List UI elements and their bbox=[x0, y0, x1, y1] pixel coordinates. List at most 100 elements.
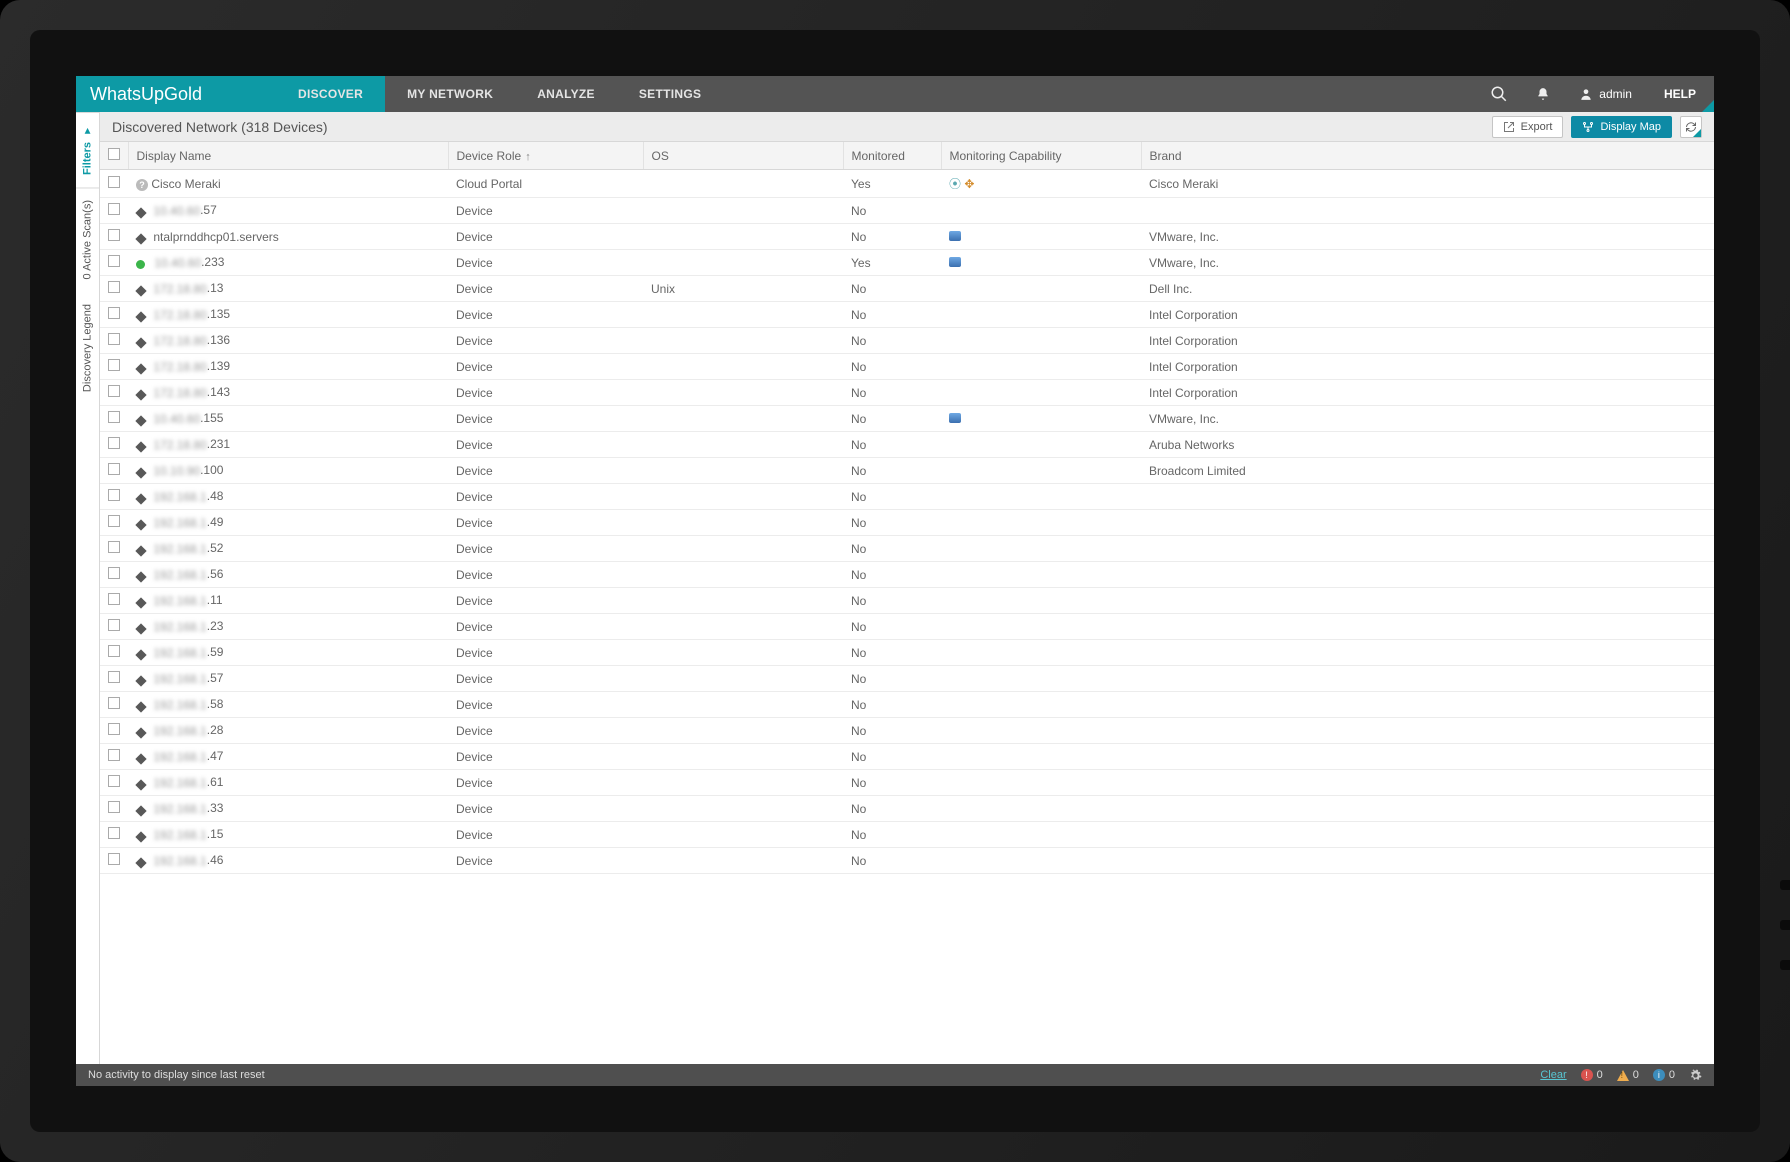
cell-checkbox[interactable] bbox=[100, 406, 128, 432]
col-checkbox[interactable] bbox=[100, 142, 128, 170]
settings-gear-icon[interactable] bbox=[1689, 1069, 1702, 1082]
row-checkbox[interactable] bbox=[108, 671, 120, 683]
display-map-button[interactable]: Display Map bbox=[1571, 116, 1672, 138]
table-row[interactable]: 172.18.80.135DeviceNoIntel Corporation bbox=[100, 302, 1714, 328]
table-row[interactable]: 192.168.1.56DeviceNo bbox=[100, 562, 1714, 588]
search-icon[interactable] bbox=[1477, 76, 1521, 112]
cell-checkbox[interactable] bbox=[100, 770, 128, 796]
help-menu[interactable]: HELP bbox=[1646, 76, 1714, 112]
cell-checkbox[interactable] bbox=[100, 640, 128, 666]
row-checkbox[interactable] bbox=[108, 827, 120, 839]
col-capability[interactable]: Monitoring Capability bbox=[941, 142, 1141, 170]
table-row[interactable]: 192.168.1.15DeviceNo bbox=[100, 822, 1714, 848]
status-errors[interactable]: ! 0 bbox=[1581, 1069, 1603, 1081]
row-checkbox[interactable] bbox=[108, 801, 120, 813]
table-row[interactable]: 172.18.80.143DeviceNoIntel Corporation bbox=[100, 380, 1714, 406]
table-row[interactable]: 192.168.1.57DeviceNo bbox=[100, 666, 1714, 692]
cell-checkbox[interactable] bbox=[100, 666, 128, 692]
table-row[interactable]: 192.168.1.49DeviceNo bbox=[100, 510, 1714, 536]
row-checkbox[interactable] bbox=[108, 775, 120, 787]
table-row[interactable]: 10.10.90.100DeviceNoBroadcom Limited bbox=[100, 458, 1714, 484]
rail-filters[interactable]: Filters ▼ bbox=[76, 112, 99, 187]
cell-checkbox[interactable] bbox=[100, 328, 128, 354]
nav-analyze[interactable]: ANALYZE bbox=[515, 76, 617, 112]
row-checkbox[interactable] bbox=[108, 749, 120, 761]
cell-checkbox[interactable] bbox=[100, 380, 128, 406]
cell-checkbox[interactable] bbox=[100, 302, 128, 328]
refresh-button[interactable] bbox=[1680, 116, 1702, 138]
table-row[interactable]: 192.168.1.52DeviceNo bbox=[100, 536, 1714, 562]
device-grid[interactable]: Display Name Device Role↑ OS Monitored M… bbox=[100, 142, 1714, 1064]
table-row[interactable]: 172.18.80.139DeviceNoIntel Corporation bbox=[100, 354, 1714, 380]
cell-checkbox[interactable] bbox=[100, 744, 128, 770]
row-checkbox[interactable] bbox=[108, 176, 120, 188]
row-checkbox[interactable] bbox=[108, 463, 120, 475]
row-checkbox[interactable] bbox=[108, 255, 120, 267]
status-clear-link[interactable]: Clear bbox=[1540, 1069, 1566, 1081]
row-checkbox[interactable] bbox=[108, 437, 120, 449]
select-all-checkbox[interactable] bbox=[108, 148, 120, 160]
table-row[interactable]: 172.18.80.136DeviceNoIntel Corporation bbox=[100, 328, 1714, 354]
row-checkbox[interactable] bbox=[108, 229, 120, 241]
nav-settings[interactable]: SETTINGS bbox=[617, 76, 723, 112]
table-row[interactable]: 192.168.1.33DeviceNo bbox=[100, 796, 1714, 822]
cell-checkbox[interactable] bbox=[100, 536, 128, 562]
row-checkbox[interactable] bbox=[108, 541, 120, 553]
cell-checkbox[interactable] bbox=[100, 510, 128, 536]
cell-checkbox[interactable] bbox=[100, 848, 128, 874]
export-button[interactable]: Export bbox=[1492, 116, 1564, 138]
row-checkbox[interactable] bbox=[108, 723, 120, 735]
row-checkbox[interactable] bbox=[108, 307, 120, 319]
row-checkbox[interactable] bbox=[108, 515, 120, 527]
table-row[interactable]: 192.168.1.59DeviceNo bbox=[100, 640, 1714, 666]
table-row[interactable]: 172.18.80.13DeviceUnixNoDell Inc. bbox=[100, 276, 1714, 302]
row-checkbox[interactable] bbox=[108, 593, 120, 605]
cell-checkbox[interactable] bbox=[100, 224, 128, 250]
table-row[interactable]: ? Cisco MerakiCloud PortalYes⦿ ✥Cisco Me… bbox=[100, 170, 1714, 198]
col-devicerole[interactable]: Device Role↑ bbox=[448, 142, 643, 170]
cell-checkbox[interactable] bbox=[100, 170, 128, 198]
status-warnings[interactable]: 0 bbox=[1617, 1069, 1639, 1081]
cell-checkbox[interactable] bbox=[100, 458, 128, 484]
row-checkbox[interactable] bbox=[108, 333, 120, 345]
row-checkbox[interactable] bbox=[108, 489, 120, 501]
row-checkbox[interactable] bbox=[108, 385, 120, 397]
table-row[interactable]: ntalprnddhcp01.serversDeviceNoVMware, In… bbox=[100, 224, 1714, 250]
cell-checkbox[interactable] bbox=[100, 588, 128, 614]
table-row[interactable]: 192.168.1.23DeviceNo bbox=[100, 614, 1714, 640]
table-row[interactable]: 192.168.1.47DeviceNo bbox=[100, 744, 1714, 770]
table-row[interactable]: 10.40.60.233DeviceYesVMware, Inc. bbox=[100, 250, 1714, 276]
table-row[interactable]: 192.168.1.46DeviceNo bbox=[100, 848, 1714, 874]
nav-my-network[interactable]: MY NETWORK bbox=[385, 76, 515, 112]
table-row[interactable]: 172.18.80.231DeviceNoAruba Networks bbox=[100, 432, 1714, 458]
table-row[interactable]: 192.168.1.28DeviceNo bbox=[100, 718, 1714, 744]
table-row[interactable]: 192.168.1.61DeviceNo bbox=[100, 770, 1714, 796]
cell-checkbox[interactable] bbox=[100, 276, 128, 302]
table-row[interactable]: 10.40.60.155DeviceNoVMware, Inc. bbox=[100, 406, 1714, 432]
table-row[interactable]: 192.168.1.58DeviceNo bbox=[100, 692, 1714, 718]
cell-checkbox[interactable] bbox=[100, 822, 128, 848]
rail-active-scans[interactable]: 0 Active Scan(s) bbox=[76, 187, 99, 291]
rail-legend[interactable]: Discovery Legend bbox=[76, 292, 99, 404]
table-row[interactable]: 192.168.1.48DeviceNo bbox=[100, 484, 1714, 510]
cell-checkbox[interactable] bbox=[100, 354, 128, 380]
table-row[interactable]: 10.40.60.57DeviceNo bbox=[100, 198, 1714, 224]
row-checkbox[interactable] bbox=[108, 359, 120, 371]
col-brand[interactable]: Brand bbox=[1141, 142, 1714, 170]
row-checkbox[interactable] bbox=[108, 853, 120, 865]
table-row[interactable]: 192.168.1.11DeviceNo bbox=[100, 588, 1714, 614]
brand-logo[interactable]: WhatsUp Gold bbox=[76, 76, 276, 112]
col-displayname[interactable]: Display Name bbox=[128, 142, 448, 170]
row-checkbox[interactable] bbox=[108, 645, 120, 657]
cell-checkbox[interactable] bbox=[100, 484, 128, 510]
status-info[interactable]: i 0 bbox=[1653, 1069, 1675, 1081]
nav-discover[interactable]: DISCOVER bbox=[276, 76, 385, 112]
cell-checkbox[interactable] bbox=[100, 198, 128, 224]
row-checkbox[interactable] bbox=[108, 281, 120, 293]
cell-checkbox[interactable] bbox=[100, 692, 128, 718]
cell-checkbox[interactable] bbox=[100, 562, 128, 588]
row-checkbox[interactable] bbox=[108, 697, 120, 709]
col-monitored[interactable]: Monitored bbox=[843, 142, 941, 170]
cell-checkbox[interactable] bbox=[100, 796, 128, 822]
row-checkbox[interactable] bbox=[108, 567, 120, 579]
